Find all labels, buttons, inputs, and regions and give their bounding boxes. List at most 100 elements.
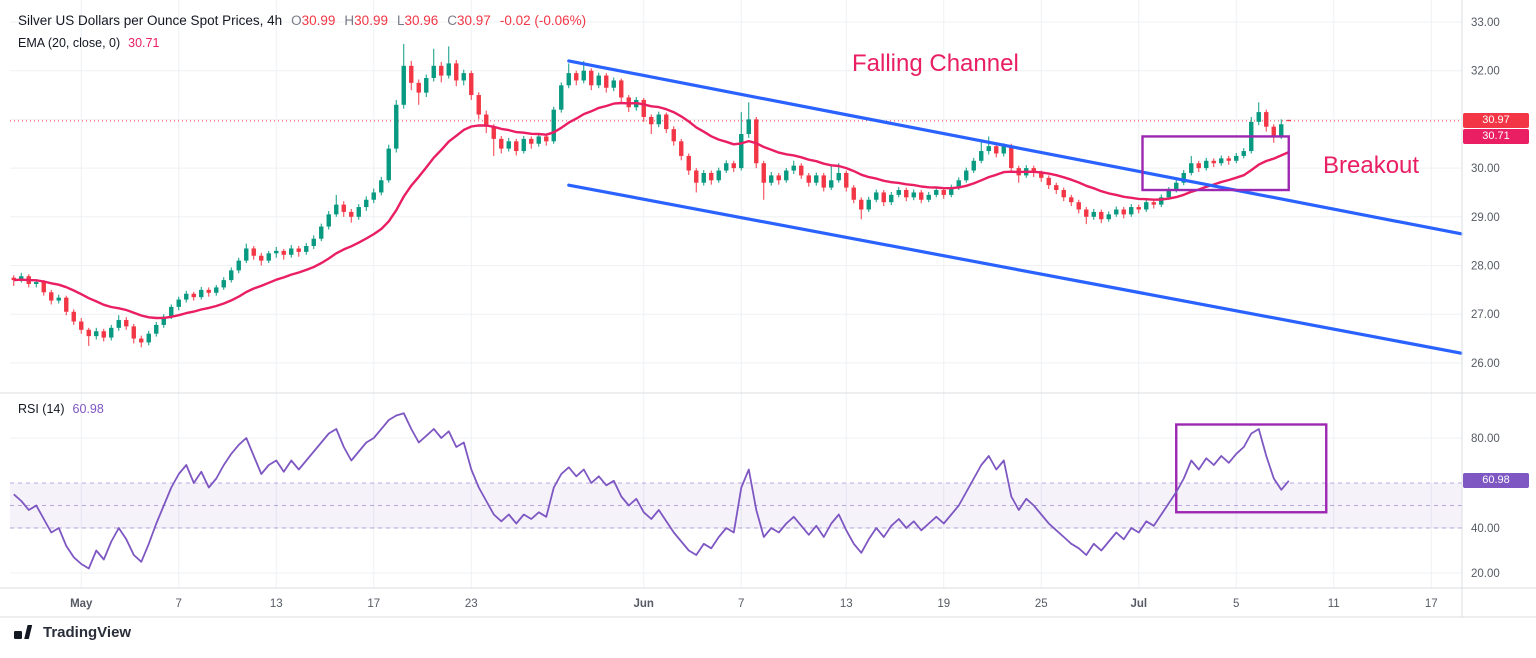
candle-body — [11, 277, 16, 281]
breakout-label[interactable]: Breakout — [1323, 152, 1420, 179]
candle-body — [199, 289, 204, 298]
candle-body — [244, 248, 249, 261]
candle-body — [536, 136, 541, 144]
price-axis-label: 28.00 — [1471, 261, 1500, 273]
candle-body — [994, 146, 999, 154]
price-axis-label: 26.00 — [1471, 358, 1500, 370]
price-axis-label: 30.00 — [1471, 163, 1500, 175]
change-value: -0.02 (-0.06%) — [499, 13, 587, 28]
candle-body — [251, 248, 256, 256]
candle-body — [829, 180, 834, 188]
price-axis-label: 29.00 — [1471, 212, 1500, 224]
candle-body — [1091, 211, 1096, 217]
candle-body — [724, 163, 729, 171]
candle-body — [859, 199, 864, 210]
candle-body — [379, 180, 384, 193]
candle-body — [34, 282, 39, 285]
candle-body — [349, 211, 354, 217]
candle-body — [761, 163, 766, 183]
candle-body — [334, 204, 339, 215]
ema-legend[interactable]: EMA (20, close, 0) 30.71 — [18, 36, 159, 50]
rsi-highlight-box[interactable] — [1175, 423, 1328, 514]
ema-legend-value: 30.71 — [128, 36, 160, 50]
candle-body — [611, 80, 616, 88]
time-axis-label: Jul — [1130, 598, 1147, 610]
candle-body — [409, 65, 414, 83]
candles-layer[interactable] — [11, 43, 1291, 348]
candle-body — [326, 214, 331, 227]
candle-body — [694, 170, 699, 183]
candle-body — [1009, 146, 1014, 169]
candle-body — [784, 170, 789, 181]
candle-body — [1226, 158, 1231, 161]
candle-body — [184, 293, 189, 300]
candle-body — [214, 287, 219, 293]
breakout-box[interactable] — [1141, 135, 1290, 192]
candle-body — [1151, 202, 1156, 205]
candle-body — [716, 170, 721, 181]
time-axis-label: 7 — [738, 598, 744, 610]
candle-body — [131, 326, 136, 339]
candle-body — [964, 170, 969, 181]
candle-body — [401, 65, 406, 105]
candle-body — [1054, 185, 1059, 191]
price-axis-label: 33.00 — [1471, 17, 1500, 29]
time-axis-label: 23 — [465, 598, 478, 610]
candle-body — [1061, 190, 1066, 198]
candle-body — [289, 248, 294, 255]
candle-body — [281, 250, 286, 255]
candle-body — [94, 331, 99, 337]
channel-lower-line[interactable] — [567, 183, 1463, 355]
candle-body — [596, 75, 601, 86]
falling-channel-label[interactable]: Falling Channel — [852, 50, 1019, 77]
candle-body — [1159, 197, 1164, 205]
channel-upper-line[interactable] — [567, 59, 1463, 236]
candle-body — [814, 175, 819, 183]
candle-body — [1121, 209, 1126, 215]
rsi-axis-label: 80.00 — [1471, 433, 1500, 445]
candle-body — [266, 253, 271, 261]
candle-body — [731, 163, 736, 169]
candle-body — [1069, 197, 1074, 203]
tradingview-logo[interactable]: TradingView — [14, 623, 131, 641]
candle-body — [431, 65, 436, 79]
time-axis-label: 13 — [270, 598, 283, 610]
candle-body — [521, 138, 526, 152]
candle-body — [754, 119, 759, 164]
candle-body — [484, 114, 489, 127]
candle-body — [701, 172, 706, 183]
symbol-title[interactable]: Silver US Dollars per Ounce Spot Prices,… — [18, 13, 283, 28]
rsi-legend[interactable]: RSI (14) 60.98 — [18, 402, 104, 416]
time-axis-label: May — [70, 598, 93, 610]
rsi-legend-label: RSI (14) — [18, 402, 65, 416]
candle-body — [446, 63, 451, 76]
open-value: 30.99 — [301, 13, 336, 28]
candle-body — [1144, 202, 1149, 210]
candle-body — [356, 207, 361, 217]
candle-body — [1174, 182, 1179, 191]
candle-body — [769, 175, 774, 183]
rsi-axis-label: 20.00 — [1471, 568, 1500, 580]
candle-body — [581, 70, 586, 81]
candle-body — [1211, 160, 1216, 164]
tradingview-icon — [14, 625, 33, 639]
candle-body — [71, 311, 76, 322]
rsi-legend-value: 60.98 — [72, 402, 104, 416]
candle-body — [1279, 124, 1284, 137]
candle-body — [506, 141, 511, 149]
ema-line[interactable] — [13, 101, 1290, 320]
candle-body — [221, 280, 226, 288]
candle-body — [791, 165, 796, 171]
candle-body — [589, 70, 594, 86]
time-axis-label: 11 — [1328, 598, 1340, 610]
candle-body — [934, 190, 939, 195]
rsi-line[interactable] — [13, 412, 1290, 570]
candle-body — [874, 192, 879, 200]
candle-body — [19, 276, 24, 281]
candle-body — [619, 80, 624, 98]
candle-body — [206, 289, 211, 293]
candle-body — [941, 190, 946, 195]
candle-body — [109, 327, 114, 338]
candle-body — [146, 333, 151, 343]
